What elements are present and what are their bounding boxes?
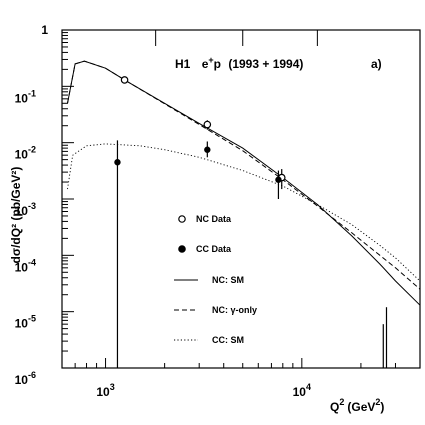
y-axis-title: dσ/dQ² (pb/GeV²)	[9, 167, 23, 264]
y-tick-label: 10-5	[15, 314, 36, 331]
cc-data-point	[204, 146, 211, 153]
y-tick-label: 10-1	[15, 88, 36, 105]
curve-nc-sm	[67, 60, 420, 306]
plot-frame	[61, 29, 421, 369]
legend-item-nc-only: NC: γ-only	[174, 305, 257, 315]
y-tick-label: 10-4	[15, 257, 36, 274]
curve-cc-sm	[67, 143, 420, 282]
panel-label: a)	[371, 57, 382, 71]
y-tick-label: 10-6	[15, 370, 36, 387]
legend-item-nc-data: NC Data	[178, 214, 232, 224]
legend: NC Data CC Data NC: SM NC: γ-only CC: SM	[174, 214, 257, 345]
legend-label: CC Data	[196, 244, 232, 254]
cc-data-point	[275, 176, 282, 183]
nc-data-point	[120, 76, 129, 84]
legend-label: NC: SM	[212, 275, 244, 285]
y-tick-label: 10-2	[15, 145, 36, 162]
y-axis: 1 10-1 10-2 10-3 10-4 10-5 10-6	[15, 23, 74, 387]
model-curves	[67, 60, 420, 306]
legend-label: CC: SM	[212, 335, 244, 345]
legend-item-nc-sm: NC: SM	[174, 275, 244, 285]
y-tick-label: 10-3	[15, 201, 36, 218]
legend-marker	[178, 215, 186, 223]
curve-nc-only	[67, 60, 420, 290]
legend-item-cc-data: CC Data	[178, 244, 232, 254]
legend-label: NC Data	[196, 214, 232, 224]
cc-data-point	[114, 159, 121, 166]
data-points	[114, 76, 388, 368]
legend-label: NC: γ-only	[212, 305, 257, 315]
legend-marker	[178, 245, 186, 253]
x-tick-label: 104	[293, 382, 311, 399]
bin-edge-marks	[155, 30, 318, 46]
y-tick-label: 1	[41, 23, 48, 37]
x-axis: 103 104	[61, 358, 421, 399]
x-tick-label: 103	[96, 382, 114, 399]
nc-data-point	[203, 120, 212, 129]
legend-item-cc-sm: CC: SM	[174, 335, 244, 345]
x-axis-title: Q2 (GeV2)	[330, 397, 384, 414]
experiment-annotation: H1 e+p (1993 + 1994)	[175, 55, 303, 71]
